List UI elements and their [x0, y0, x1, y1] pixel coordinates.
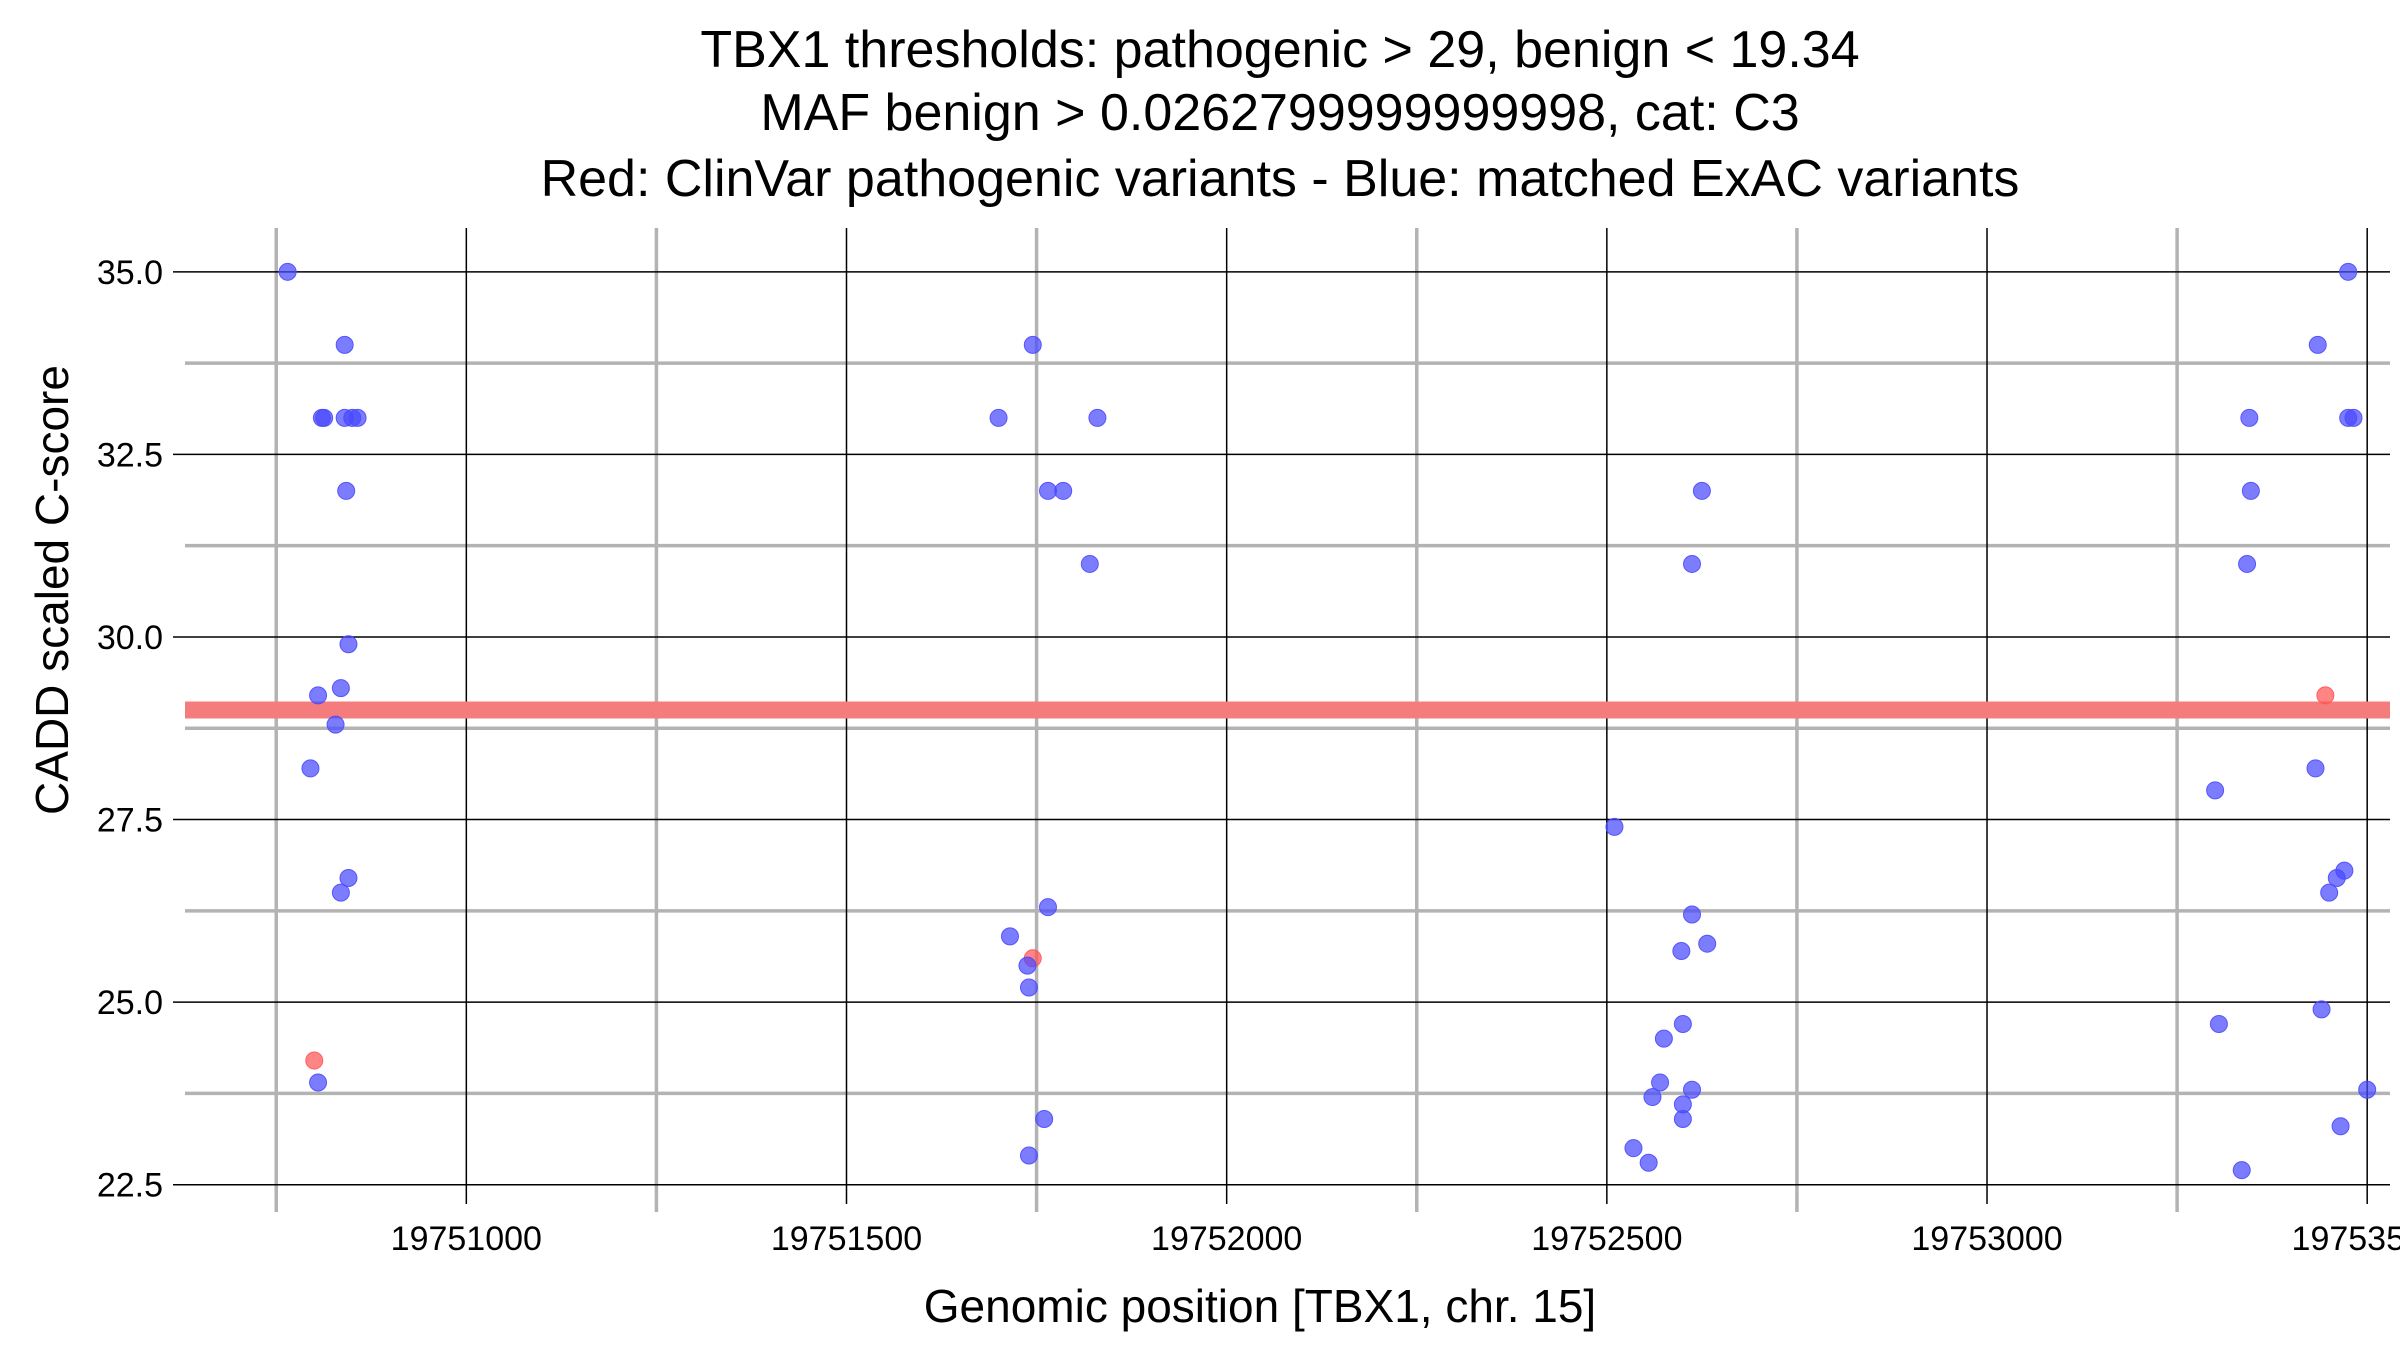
benign-variant-point	[337, 481, 356, 500]
benign-variant-point	[335, 335, 354, 354]
benign-variant-point	[339, 868, 358, 887]
benign-variant-point	[2308, 335, 2327, 354]
benign-variant-point	[1088, 408, 1107, 427]
x-axis-label: Genomic position [TBX1, chr. 15]	[924, 1280, 1596, 1332]
benign-variant-point	[1651, 1073, 1670, 1092]
benign-variant-point	[1683, 1080, 1702, 1099]
x-tick-label: 19752500	[1531, 1220, 1682, 1258]
title-line-3: Red: ClinVar pathogenic variants - Blue:…	[541, 150, 2020, 208]
y-tick-label: 25.0	[97, 984, 163, 1022]
x-tick-label: 19753500	[2292, 1220, 2400, 1258]
benign-variant-point	[1643, 1088, 1662, 1107]
benign-variant-point	[2232, 1161, 2251, 1180]
benign-variant-point	[2358, 1080, 2377, 1099]
benign-variant-point	[326, 715, 345, 734]
benign-variant-point	[331, 883, 350, 902]
benign-variant-point	[1605, 817, 1624, 836]
benign-variant-point	[2306, 759, 2325, 778]
benign-variant-point	[1018, 956, 1037, 975]
benign-variant-point	[2312, 1000, 2331, 1019]
x-tick-label: 19751500	[771, 1220, 922, 1258]
benign-variant-point	[301, 759, 320, 778]
benign-variant-point	[1624, 1139, 1643, 1158]
benign-variant-point	[2206, 781, 2225, 800]
benign-variant-point	[1000, 927, 1019, 946]
benign-variant-point	[1054, 481, 1073, 500]
benign-variant-point	[1698, 934, 1717, 953]
pathogenic-variant-point	[305, 1051, 324, 1070]
benign-variant-point	[2320, 883, 2339, 902]
y-tick-label: 32.5	[97, 436, 163, 474]
benign-variant-point	[1639, 1153, 1658, 1172]
benign-variant-point	[331, 679, 350, 698]
title-line-1: TBX1 thresholds: pathogenic > 29, benign…	[700, 21, 1859, 79]
benign-variant-point	[2344, 408, 2363, 427]
pathogenic-variant-point	[2316, 686, 2335, 705]
benign-variant-point	[1683, 905, 1702, 924]
y-axis-label: CADD scaled C-score	[26, 365, 78, 815]
benign-variant-point	[1035, 1109, 1054, 1128]
x-tick-label: 19753000	[1911, 1220, 2062, 1258]
benign-variant-point	[1692, 481, 1711, 500]
benign-variant-point	[339, 635, 358, 654]
benign-variant-point	[989, 408, 1008, 427]
benign-variant-point	[315, 408, 334, 427]
benign-variant-point	[1683, 554, 1702, 573]
benign-variant-point	[1080, 554, 1099, 573]
benign-variant-point	[1038, 898, 1057, 917]
benign-variant-point	[2209, 1015, 2228, 1034]
y-tick-label: 22.5	[97, 1167, 163, 1205]
benign-variant-point	[2238, 554, 2257, 573]
benign-variant-point	[1038, 481, 1057, 500]
benign-variant-point	[2331, 1117, 2350, 1136]
benign-variant-point	[2241, 481, 2260, 500]
chart-title: TBX1 thresholds: pathogenic > 29, benign…	[541, 21, 2020, 208]
benign-variant-point	[309, 686, 328, 705]
y-tick-label: 35.0	[97, 254, 163, 292]
benign-variant-point	[1672, 942, 1691, 960]
x-tick-label: 19751000	[391, 1220, 542, 1258]
benign-variant-point	[1673, 1109, 1692, 1128]
benign-variant-point	[278, 262, 297, 281]
x-axis-ticks: 19751000 19751500 19752000 19752500 19753000…	[391, 1220, 2400, 1258]
benign-variant-point	[2339, 262, 2358, 281]
grid	[173, 228, 2390, 1212]
y-tick-label: 30.0	[97, 619, 163, 657]
benign-variant-point	[2240, 408, 2259, 427]
benign-variant-point	[1023, 335, 1042, 354]
benign-variant-point	[309, 1073, 328, 1092]
benign-variant-point	[1019, 978, 1038, 997]
benign-variant-point	[1654, 1029, 1673, 1048]
benign-variant-point	[2327, 868, 2346, 887]
title-line-2: MAF benign > 0.0262799999999998, cat: C3	[760, 84, 1799, 142]
y-axis-ticks: 22.5 25.0 27.5 30.0 32.5 35.0	[97, 254, 163, 1205]
y-tick-label: 27.5	[97, 802, 163, 840]
benign-variant-point	[1019, 1146, 1038, 1165]
x-tick-label: 19752000	[1151, 1220, 1302, 1258]
data-points	[278, 262, 2377, 1180]
benign-variant-point	[1673, 1015, 1692, 1034]
benign-variant-point	[348, 408, 367, 427]
